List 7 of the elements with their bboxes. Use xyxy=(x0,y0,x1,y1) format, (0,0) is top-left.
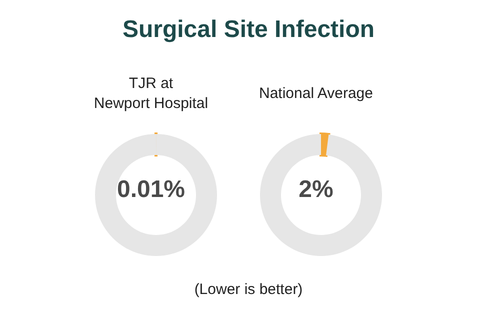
text: 0.01% xyxy=(116,176,186,204)
text: 2% xyxy=(298,176,334,204)
donut-slice xyxy=(260,134,382,256)
chart-subtitle: TJR at Newport Hospital xyxy=(92,74,210,114)
text: (Lower is better) xyxy=(193,281,304,298)
chart-subtitle: National Average xyxy=(258,84,374,104)
chart-title: Surgical Site Infection xyxy=(121,16,376,44)
